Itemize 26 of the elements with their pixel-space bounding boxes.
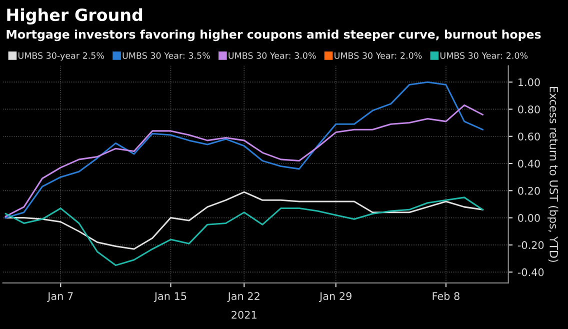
legend-label: UMBS 30 Year: 2.0%: [440, 52, 528, 59]
x-tick-label: Jan 29: [319, 292, 352, 302]
legend-label: UMBS 30 Year: 3.0%: [228, 52, 316, 59]
chart-title: Higher Ground: [7, 8, 142, 24]
legend-label: UMBS 30 Year: 2.0%: [334, 52, 422, 59]
y-axis-title: Excess return to UST (bps, YTD): [547, 87, 558, 262]
y-tick-label: -0.20: [518, 241, 544, 250]
x-tick-label: Jan 22: [227, 292, 260, 302]
legend-label: UMBS 30 Year: 3.5%: [122, 52, 210, 59]
x-tick-label: Jan 7: [47, 292, 73, 302]
legend-label: UMBS 30-year 2.5%: [18, 52, 104, 61]
y-tick-label: -0.40: [518, 268, 544, 276]
line-series: [4, 81, 484, 219]
line-series: [4, 196, 484, 266]
y-tick-label: 0.40: [518, 160, 540, 168]
line-series: [4, 191, 484, 250]
y-tick-label: 0.00: [518, 214, 540, 222]
x-tick-label: Jan 15: [154, 292, 186, 302]
y-tick-label: 0.60: [518, 132, 540, 140]
text: 2021: [232, 310, 256, 319]
y-tick-label: 1.00: [518, 78, 540, 86]
y-tick-label: 0.80: [518, 105, 540, 114]
x-tick-label: Feb 8: [432, 292, 460, 300]
chart-subtitle: Mortgage investors favoring higher coupons amid steeper curve, burnout hopes: [6, 30, 541, 42]
line-series: [4, 104, 484, 218]
y-tick-label: 0.20: [518, 186, 540, 195]
